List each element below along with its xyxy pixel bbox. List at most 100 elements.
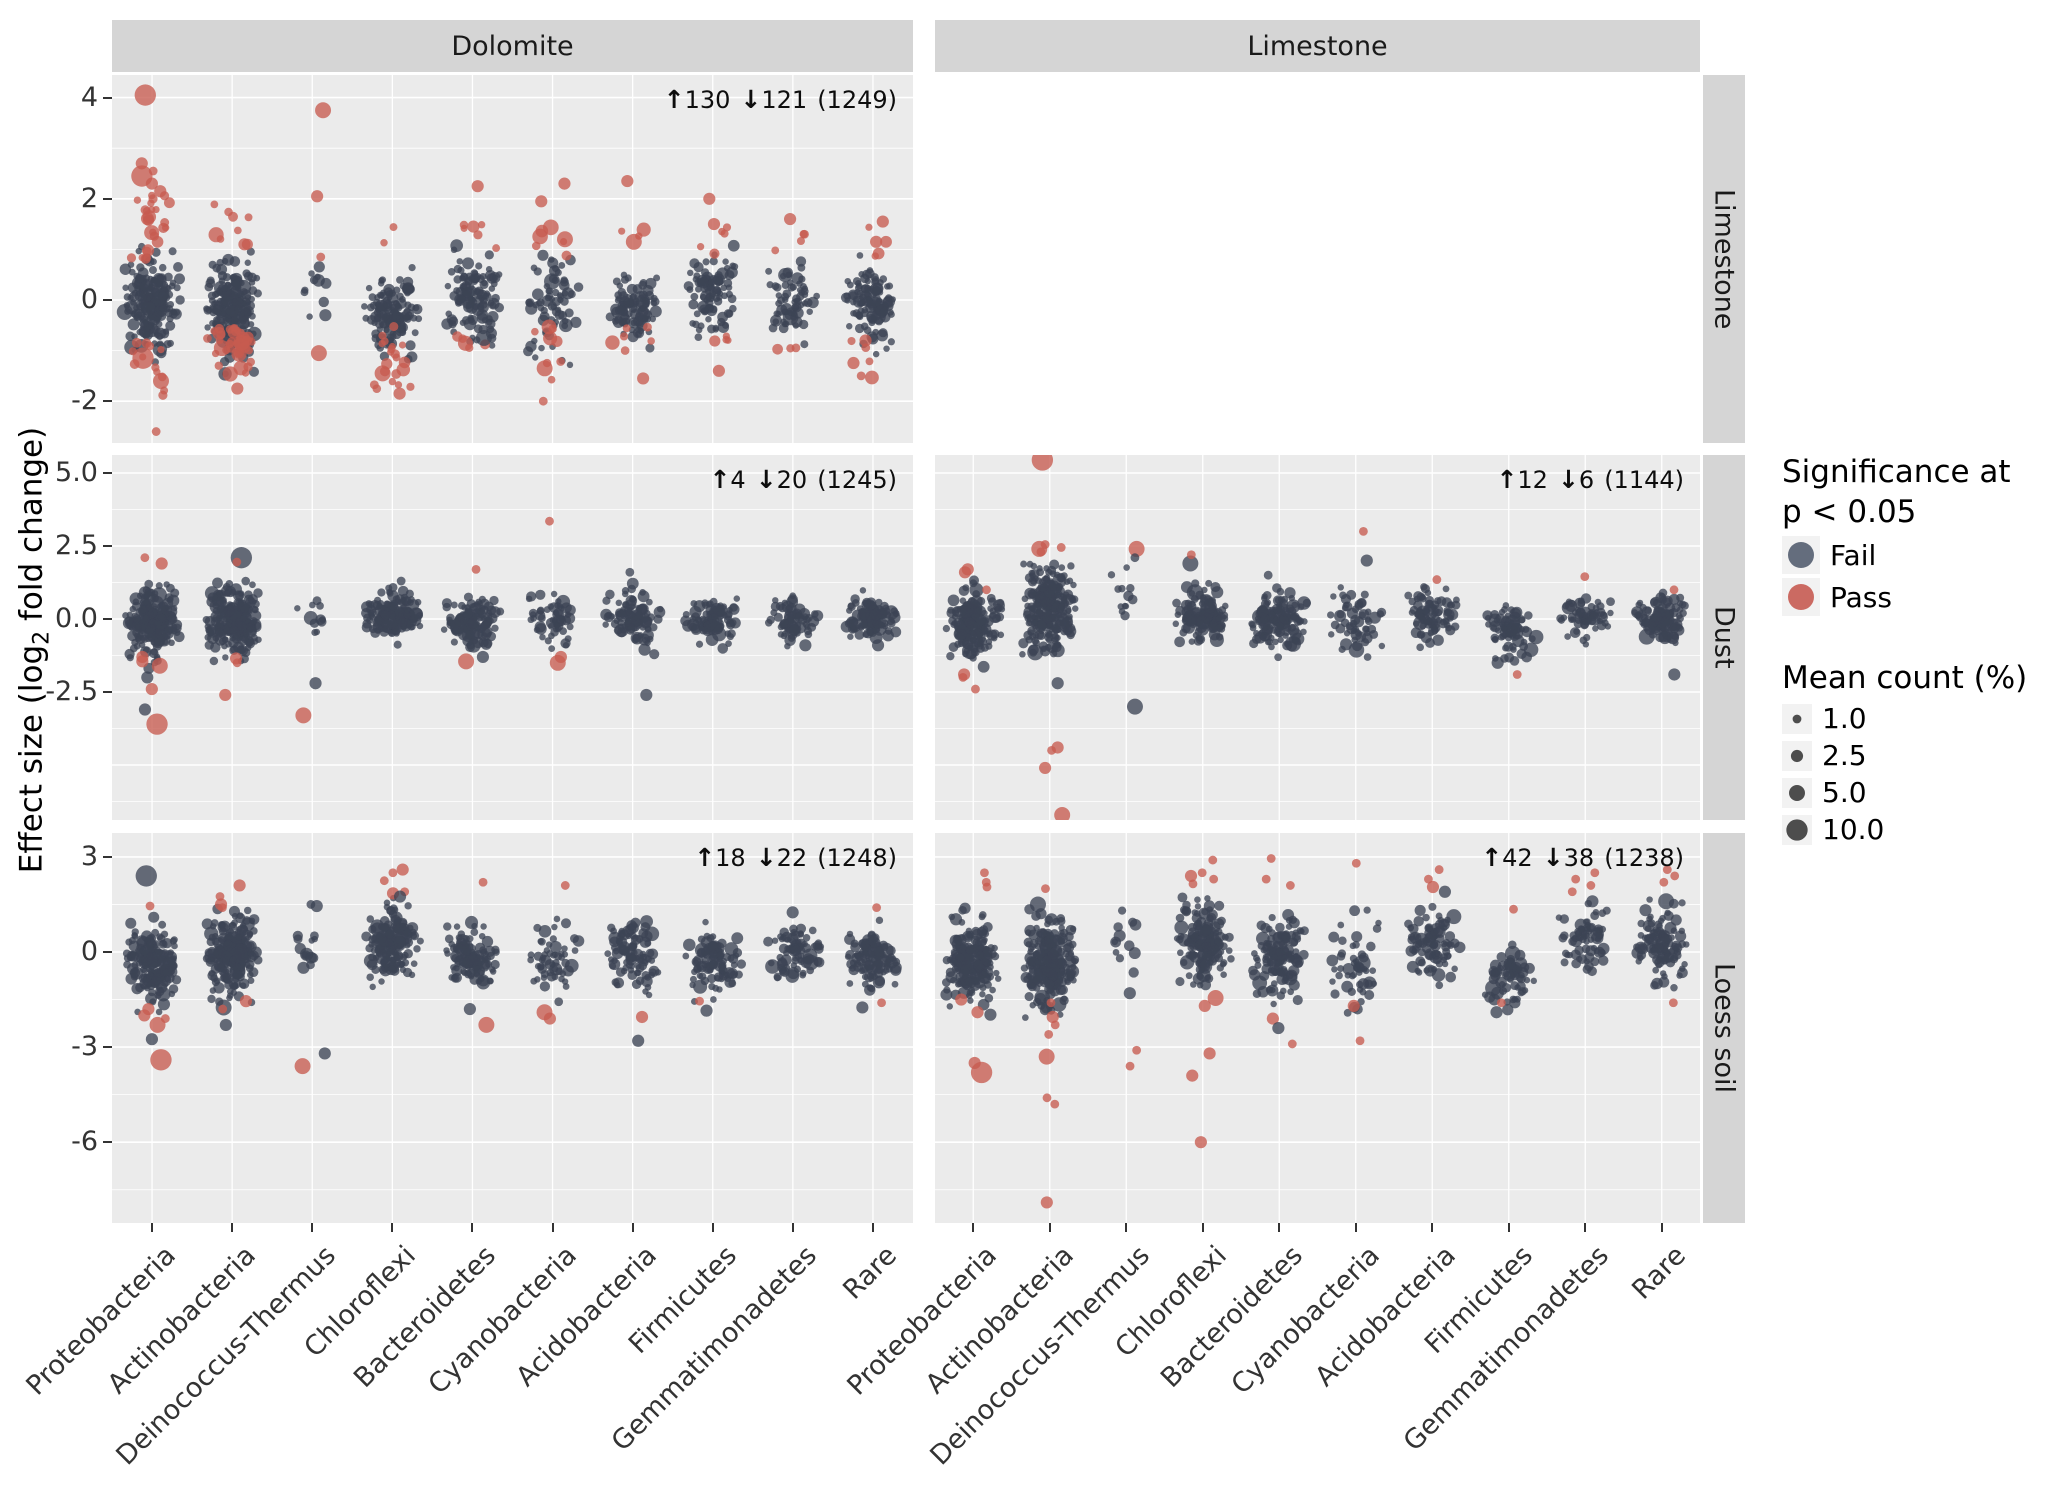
fail-point xyxy=(1172,598,1181,608)
fail-point xyxy=(1029,572,1036,580)
fail-point xyxy=(795,923,807,934)
fail-point xyxy=(786,944,795,954)
pass-point xyxy=(406,382,415,391)
pass-point xyxy=(233,226,242,235)
fail-point xyxy=(644,926,660,942)
fail-point xyxy=(1528,635,1536,643)
fail-point xyxy=(404,301,412,309)
pass-point xyxy=(618,227,626,235)
fail-point xyxy=(133,642,141,650)
fail-point xyxy=(151,976,161,985)
fail-point xyxy=(253,289,262,298)
fail-point xyxy=(237,590,245,597)
fail-point xyxy=(494,302,505,313)
fail-point xyxy=(537,964,545,971)
fail-point xyxy=(164,308,174,318)
fail-point xyxy=(967,997,974,1004)
fail-point xyxy=(475,329,492,346)
fail-point xyxy=(778,943,789,954)
fail-point xyxy=(806,966,815,975)
fail-point xyxy=(998,605,1006,613)
fail-point xyxy=(396,276,404,284)
pass-point xyxy=(218,1004,228,1014)
pass-point xyxy=(1056,543,1066,552)
fail-point xyxy=(391,622,401,632)
fail-point xyxy=(534,621,546,633)
fail-point xyxy=(173,284,181,292)
fail-point xyxy=(232,297,244,309)
fail-point xyxy=(124,308,131,315)
fail-point xyxy=(558,310,568,320)
fail-point xyxy=(642,284,654,297)
fail-point xyxy=(693,310,701,318)
fail-point xyxy=(625,609,632,616)
fail-point xyxy=(722,258,729,265)
fail-point xyxy=(1592,625,1599,632)
fail-point xyxy=(544,637,552,645)
pass-point xyxy=(153,372,169,389)
fail-point xyxy=(232,963,242,972)
fail-point xyxy=(885,955,894,964)
fail-point xyxy=(1345,622,1354,631)
pass-point xyxy=(709,335,721,347)
fail-point xyxy=(808,926,817,935)
up-arrow-icon: ↑ xyxy=(694,843,716,872)
fail-point xyxy=(775,292,783,299)
fail-point xyxy=(369,983,376,991)
fail-point xyxy=(942,624,951,633)
pass-point xyxy=(239,995,253,1008)
pass-point xyxy=(560,881,570,890)
fail-point xyxy=(849,959,858,967)
pass-point xyxy=(547,375,556,384)
fail-point xyxy=(443,922,452,931)
fail-point xyxy=(1360,590,1369,599)
fail-point xyxy=(480,923,487,930)
fail-point xyxy=(234,305,242,314)
fail-point xyxy=(539,954,547,961)
fail-point xyxy=(1569,627,1581,638)
fail-point xyxy=(846,930,854,938)
fail-point xyxy=(212,304,223,315)
fail-point xyxy=(366,604,376,615)
fail-point xyxy=(208,933,216,941)
fail-point xyxy=(155,1008,163,1016)
fail-point xyxy=(798,275,806,283)
fail-point xyxy=(1130,553,1140,563)
fail-point xyxy=(548,274,558,283)
fail-point xyxy=(249,950,259,961)
fail-point xyxy=(703,932,711,940)
fail-point xyxy=(882,300,894,312)
pass-point xyxy=(231,382,244,395)
fail-point xyxy=(539,311,550,322)
fail-point xyxy=(1066,613,1073,620)
fail-point xyxy=(168,247,177,256)
fail-point xyxy=(157,998,171,1011)
fail-point xyxy=(537,614,546,622)
fail-point xyxy=(1174,611,1182,618)
fail-point xyxy=(1363,653,1372,661)
fail-point xyxy=(800,340,809,349)
fail-point xyxy=(316,602,324,610)
fail-point xyxy=(795,256,807,267)
pass-point xyxy=(771,246,780,255)
fail-point xyxy=(466,302,478,314)
fail-point xyxy=(1360,554,1373,567)
fail-point xyxy=(306,900,316,909)
fail-point xyxy=(550,590,558,598)
fail-point xyxy=(464,278,473,286)
fail-point xyxy=(1442,585,1450,593)
fail-point xyxy=(708,983,716,991)
fail-point xyxy=(806,308,813,315)
pass-point xyxy=(458,653,475,670)
down-count: 20 xyxy=(776,466,808,494)
fail-point xyxy=(394,952,404,962)
fail-point xyxy=(249,581,256,589)
fail-point xyxy=(164,625,174,635)
fail-point xyxy=(366,959,378,971)
fail-point xyxy=(536,606,545,615)
pass-point xyxy=(796,236,805,246)
fail-point xyxy=(535,299,543,307)
fail-point xyxy=(537,249,549,261)
fail-point xyxy=(209,656,219,666)
pass-point xyxy=(315,102,332,119)
